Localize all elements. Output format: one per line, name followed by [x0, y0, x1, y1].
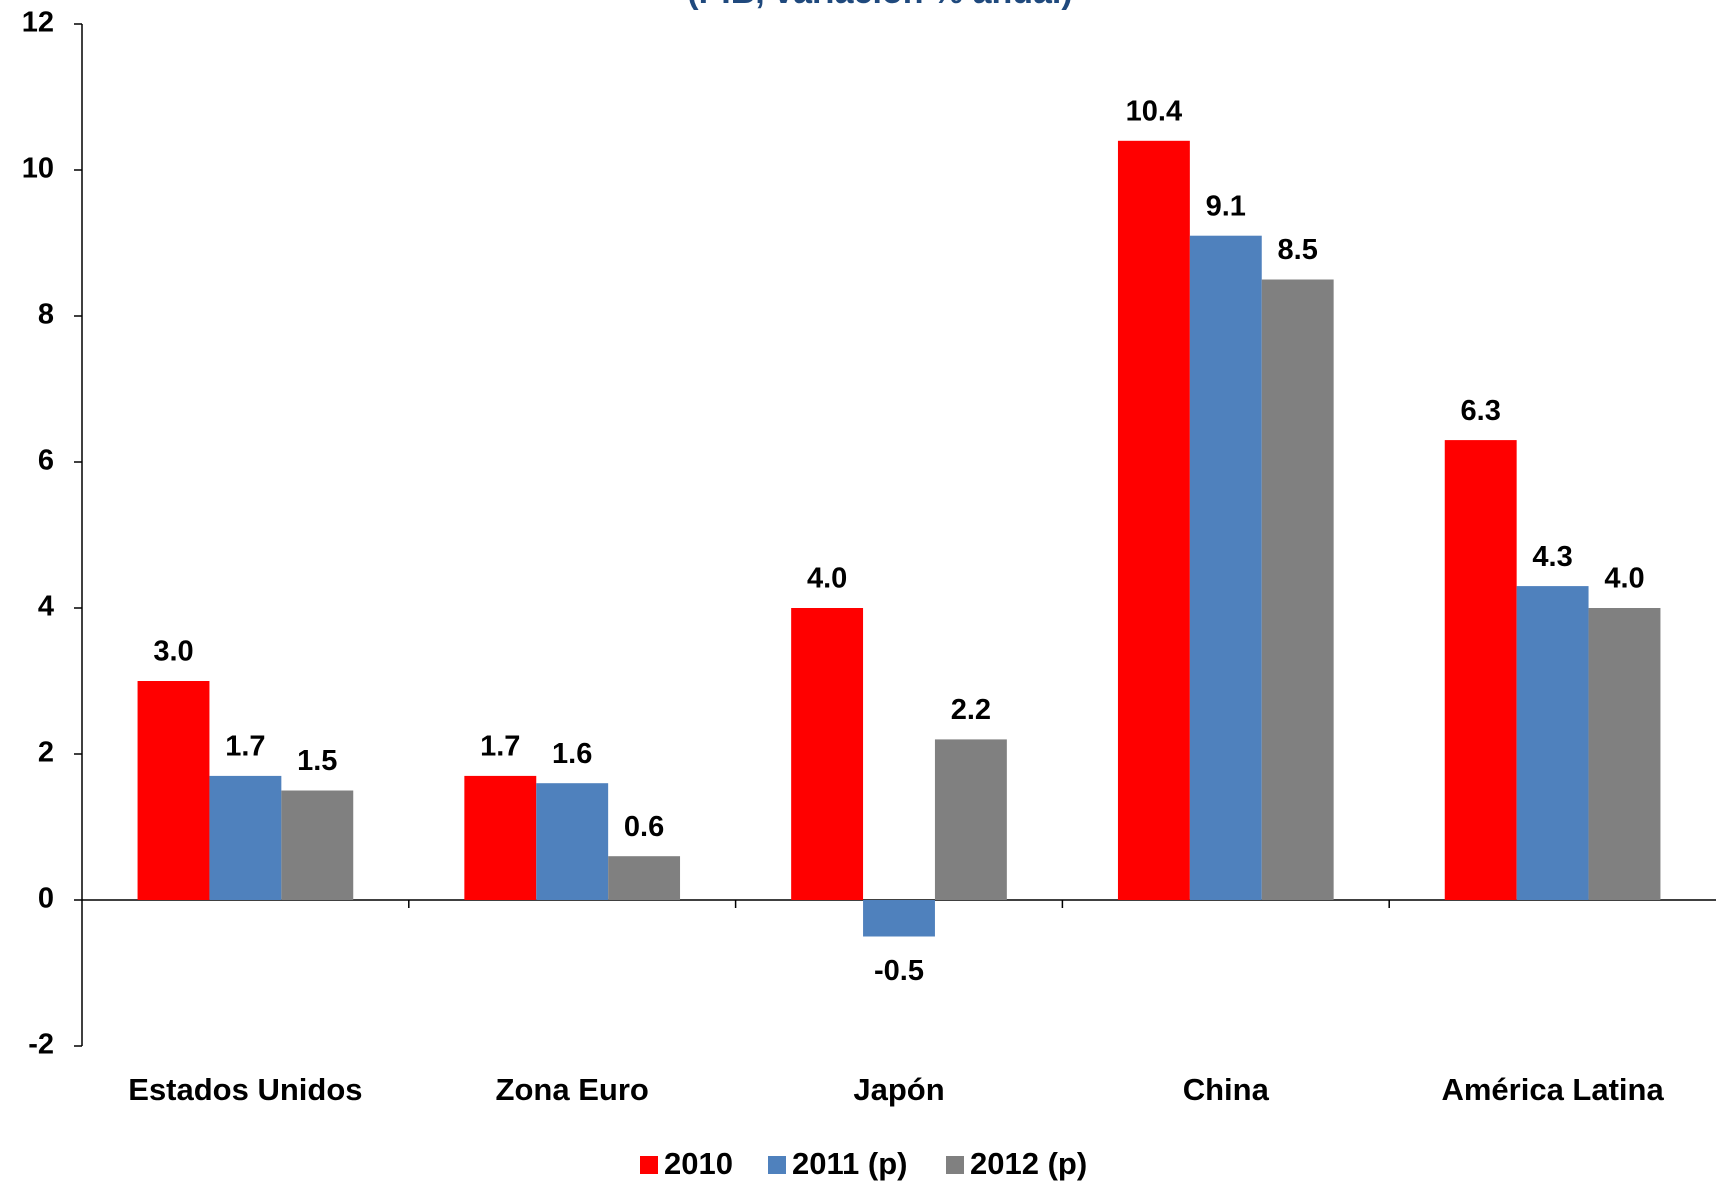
x-tick-label: Zona Euro: [496, 1072, 649, 1107]
bar: [1588, 608, 1661, 900]
value-label: 4.0: [807, 563, 847, 595]
value-label: 1.5: [297, 745, 337, 777]
bar: [1516, 586, 1589, 900]
value-label: 8.5: [1278, 234, 1318, 266]
bar: [209, 775, 282, 900]
bar: [1444, 440, 1517, 900]
bar: [281, 790, 354, 900]
legend-swatch: [768, 1156, 786, 1174]
y-tick-label: -2: [28, 1029, 54, 1061]
value-label: 6.3: [1461, 395, 1501, 427]
value-label: 1.7: [480, 731, 520, 763]
legend-label: 2012 (p): [970, 1146, 1087, 1181]
bar: [1117, 140, 1190, 901]
y-tick-label: 2: [38, 737, 54, 769]
value-label: 2.2: [951, 694, 991, 726]
chart-subtitle: (PIB, variación % anual): [687, 0, 1072, 11]
value-label: 1.6: [552, 738, 592, 770]
value-label: 10.4: [1126, 95, 1182, 127]
bar: [934, 739, 1007, 900]
bar: [464, 775, 537, 900]
value-label: 4.3: [1532, 541, 1572, 573]
y-tick-label: 10: [22, 153, 54, 185]
value-label: 0.6: [624, 811, 664, 843]
legend-swatch: [946, 1156, 964, 1174]
value-label: 3.0: [153, 636, 193, 668]
x-tick-label: Estados Unidos: [128, 1072, 362, 1107]
y-tick-label: 12: [22, 7, 54, 39]
x-tick-label: China: [1183, 1072, 1270, 1107]
value-label: 4.0: [1604, 563, 1644, 595]
value-label: 1.7: [225, 731, 265, 763]
bar: [863, 900, 935, 937]
y-tick-label: 0: [38, 883, 54, 915]
legend-swatch: [640, 1156, 658, 1174]
x-tick-label: Japón: [853, 1072, 944, 1107]
bar: [608, 856, 681, 900]
bar: [1261, 279, 1334, 900]
legend-label: 2010: [664, 1146, 733, 1181]
value-label: -0.5: [874, 955, 924, 987]
x-tick-label: América Latina: [1441, 1072, 1664, 1107]
bar: [791, 608, 864, 900]
bar: [536, 783, 609, 900]
legend-label: 2011 (p): [792, 1146, 907, 1181]
bar: [1189, 235, 1262, 900]
bar: [137, 681, 210, 900]
y-tick-label: 8: [38, 299, 54, 331]
value-label: 9.1: [1206, 190, 1246, 222]
y-tick-label: 6: [38, 445, 54, 477]
y-tick-label: 4: [38, 591, 54, 623]
